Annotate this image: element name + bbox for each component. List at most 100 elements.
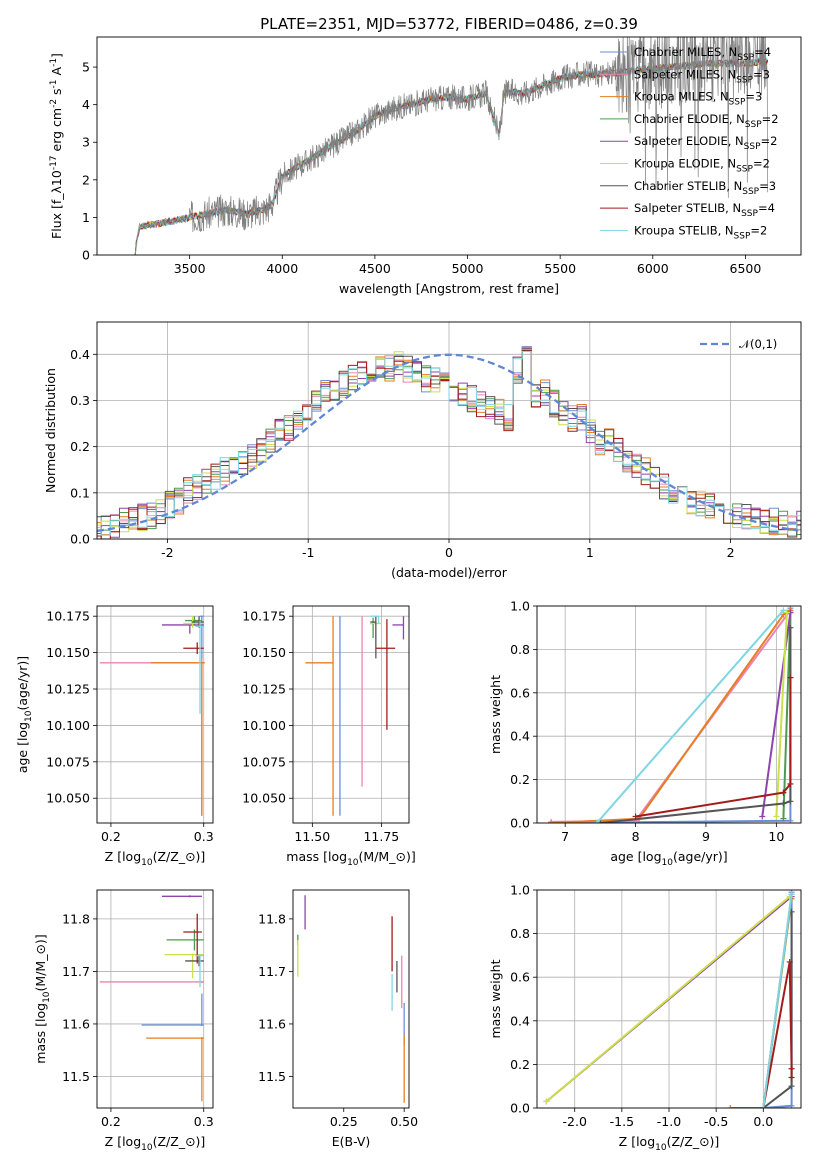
age-vs-mass-panel-background <box>293 606 409 823</box>
x-tick-label: 4500 <box>359 261 391 276</box>
mass-weight-line <box>775 612 788 817</box>
y-tick-label: 10.150 <box>46 645 90 660</box>
mass-weight-line <box>635 677 792 818</box>
y-tick-label: 10.050 <box>46 791 90 806</box>
mass-weight-marker <box>788 891 795 898</box>
y-tick-label: 3 <box>82 135 90 150</box>
x-axis-label: mass [log10(M/M_⊙)] <box>286 849 415 868</box>
y-tick-label: 11.5 <box>258 1069 286 1084</box>
y-tick-label: 11.7 <box>62 964 90 979</box>
age-vs-Z-panel-background <box>97 606 213 823</box>
y-tick-label: 1.0 <box>510 599 530 614</box>
figure-title: PLATE=2351, MJD=53772, FIBERID=0486, z=0… <box>260 15 638 33</box>
mass-vs-ebv-panel-plot-area <box>297 895 405 1103</box>
mass-vs-Z-panel-frame <box>96 889 214 1109</box>
x-tick-label: 5500 <box>544 261 576 276</box>
y-tick-label: 11.8 <box>258 911 286 926</box>
mass-weight-line <box>782 612 792 819</box>
spectrum-panel-frame <box>96 36 802 256</box>
x-tick-label: -2.0 <box>563 1114 587 1129</box>
x-axis-label: wavelength [Angstrom, rest frame] <box>339 281 559 296</box>
y-tick-label: 5 <box>82 60 90 75</box>
x-axis-label: age [log10(age/yr)] <box>610 849 727 868</box>
y-tick-label: 0 <box>82 248 90 263</box>
y-tick-label: 1.0 <box>510 883 530 898</box>
x-tick-label: 0.2 <box>101 829 121 844</box>
y-tick-label: 11.6 <box>258 1016 286 1031</box>
y-tick-label: 0.2 <box>70 439 90 454</box>
mass-weight-marker <box>788 1083 795 1090</box>
y-tick-label: 0.1 <box>70 485 90 500</box>
age-vs-mass-panel: 11.50 11.75 10.050 10.075 10.100 10.125 10.150… <box>242 605 416 868</box>
massweight-vs-age-panel-background <box>537 606 801 823</box>
y-tick-label: 0.2 <box>510 1057 530 1072</box>
mass-weight-marker <box>787 780 794 787</box>
mass-weight-marker <box>548 820 555 823</box>
x-axis-label: Z [log10(Z/Z_⊙)] <box>105 849 206 868</box>
gaussian-curve <box>97 353 799 533</box>
y-tick-label: 10.075 <box>46 754 90 769</box>
y-tick-label: 10.175 <box>46 609 90 624</box>
mass-weight-marker <box>593 820 600 823</box>
mass-weight-marker <box>783 609 790 616</box>
massweight-vs-age-panel: 7 8 9 10 0.0 0.2 0.4 0.6 0.8 1.0 age [log10(age/yr… <box>488 599 802 868</box>
mass-weight-marker <box>780 607 787 614</box>
mass-vs-ebv-panel-background <box>293 890 409 1108</box>
mass-weight-line <box>545 895 791 1103</box>
y-tick-label: 0.3 <box>70 393 90 408</box>
x-tick-label: -2 <box>161 545 173 560</box>
mass-weight-marker <box>780 815 787 822</box>
mass-weight-marker <box>543 1098 550 1105</box>
mass-weight-marker <box>788 1074 795 1081</box>
age-vs-mass-panel-frame <box>292 605 410 824</box>
mass-weight-line <box>596 609 785 823</box>
age-vs-mass-panel-plot-area <box>305 615 405 816</box>
legend-label: Kroupa ELODIE, NSSP=2 <box>634 157 770 175</box>
x-tick-label: 0.2 <box>101 1114 121 1129</box>
legend-label: Salpeter MILES, NSSP=3 <box>634 67 770 85</box>
y-tick-label: 10.050 <box>242 791 286 806</box>
x-tick-label: 10 <box>768 829 784 844</box>
y-tick-label: 0.4 <box>510 729 530 744</box>
mass-vs-ebv-panel: 0.25 0.50 11.5 11.6 11.7 11.8 E(B-V) <box>258 889 418 1149</box>
y-tick-label: 4 <box>82 97 90 112</box>
y-tick-label: 0.4 <box>510 1013 530 1028</box>
y-tick-label: 0.8 <box>510 926 530 941</box>
y-tick-label: 10.100 <box>242 718 286 733</box>
massweight-vs-Z-panel: -2.0 -1.5 -1.0 -0.5 0.0 0.0 0.2 0.4 0.6 0.8 1.0 Z [… <box>488 883 802 1153</box>
y-tick-label: 0.6 <box>510 685 530 700</box>
residual-histogram-step <box>97 350 801 539</box>
mass-vs-Z-panel-plot-area <box>99 895 204 1102</box>
y-axis-label: mass weight <box>488 675 503 754</box>
age-vs-Z-panel-plot-area <box>99 615 205 816</box>
y-tick-label: 0.4 <box>70 347 90 362</box>
y-axis-label: mass weight <box>488 959 503 1038</box>
x-tick-label: 0 <box>445 545 453 560</box>
mass-weight-marker <box>632 813 639 820</box>
mass-weight-marker <box>786 958 793 965</box>
x-axis-label: E(B-V) <box>332 1134 371 1149</box>
spectrum-panel: 3500 4000 4500 5000 5500 6000 6500 0 1 2 3 4 5 wavele… <box>49 36 802 296</box>
x-tick-label: 0.25 <box>330 1114 358 1129</box>
y-tick-label: 10.125 <box>242 682 286 697</box>
y-tick-label: 2 <box>82 172 90 187</box>
x-tick-label: 11.75 <box>363 829 399 844</box>
y-axis-label: age [log10(age/yr)] <box>15 656 34 773</box>
x-axis-label: (data-model)/error <box>391 565 508 580</box>
mass-weight-marker <box>787 674 794 681</box>
x-tick-label: 6000 <box>637 261 669 276</box>
y-axis-label: Flux [f_λ10-17 erg cm-2 s-1 A-1] <box>49 53 64 239</box>
x-tick-label: 6500 <box>730 261 762 276</box>
y-tick-label: 0.0 <box>70 532 90 547</box>
y-tick-label: 11.6 <box>62 1016 90 1031</box>
x-tick-label: 0.50 <box>390 1114 418 1129</box>
x-tick-label: 7 <box>561 829 569 844</box>
legend-label: Salpeter ELODIE, NSSP=2 <box>634 134 777 152</box>
mass-weight-marker <box>787 624 794 631</box>
x-tick-label: 0.3 <box>194 829 214 844</box>
x-tick-label: 8 <box>632 829 640 844</box>
mass-vs-Z-panel: 0.2 0.3 11.5 11.6 11.7 11.8 Z [log10(Z/Z_⊙)] ma… <box>33 889 214 1153</box>
histogram-panel-frame <box>96 321 802 540</box>
histogram-panel: -2 -1 0 1 2 0.0 0.1 0.2 0.3 0.4 (data-model)/error… <box>43 321 802 580</box>
